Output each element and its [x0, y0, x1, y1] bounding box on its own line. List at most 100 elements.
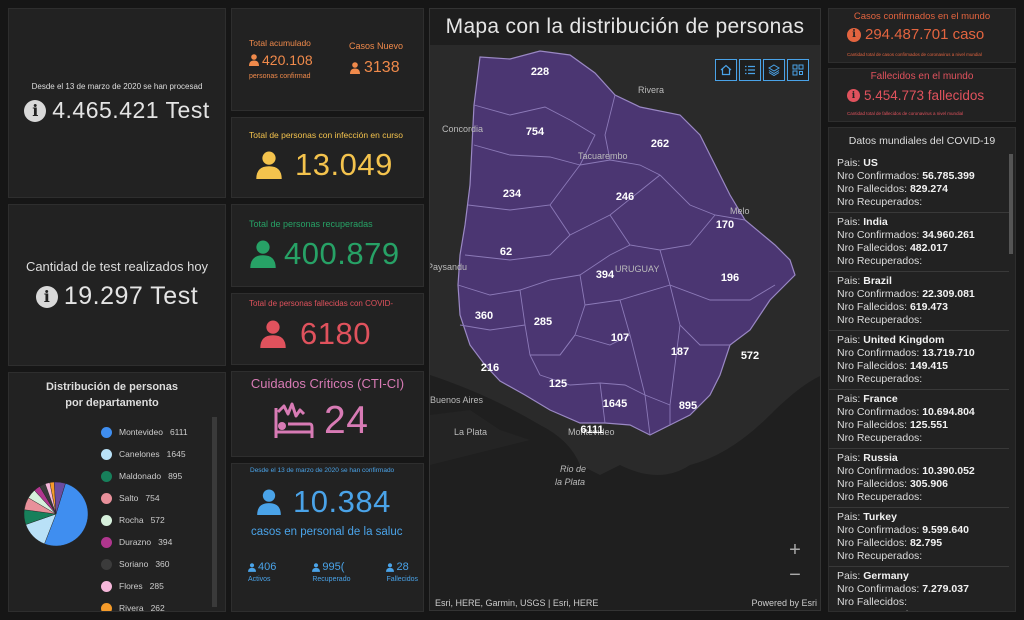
legend-scrollbar[interactable]	[212, 417, 217, 607]
place-label: Buenos Aires	[430, 395, 484, 405]
home-icon[interactable]	[715, 59, 737, 81]
powered-by-esri[interactable]: Powered by Esri	[751, 598, 817, 608]
zoom-out-button[interactable]: −	[789, 563, 801, 586]
place-label: Concordia	[442, 124, 483, 134]
confirmed-key: Nro Confirmados:	[837, 347, 920, 359]
department-count[interactable]: 216	[481, 362, 499, 374]
health-stat: 995(Recuperado	[312, 561, 350, 583]
confirmed-key: Nro Confirmados:	[837, 524, 920, 536]
recovered-value: 400.879	[284, 236, 400, 271]
department-count[interactable]: 234	[503, 188, 522, 200]
layers-icon[interactable]	[763, 59, 785, 81]
department-count[interactable]: 360	[475, 310, 493, 322]
legend-value: 394	[158, 537, 173, 547]
legend-item[interactable]: Canelones 1645	[101, 443, 201, 465]
place-label: Montevideo	[568, 427, 615, 437]
list-icon[interactable]	[739, 59, 761, 81]
uruguay-map[interactable]: Rivera Concordia Tacuarembo Melo Paysand…	[430, 45, 821, 611]
confirmed-key: Nro Confirmados:	[837, 583, 920, 595]
department-count[interactable]: 196	[721, 272, 739, 284]
legend-item[interactable]: Rocha 572	[101, 509, 201, 531]
legend-item[interactable]: Durazno 394	[101, 531, 201, 553]
department-count[interactable]: 246	[616, 191, 634, 203]
department-count[interactable]: 1645	[603, 398, 627, 410]
department-count[interactable]: 394	[596, 269, 615, 281]
cti-value: 24	[324, 399, 369, 442]
recovered-key: Nro Recuperados:	[837, 314, 923, 326]
new-cases-value: 3138	[364, 59, 400, 76]
department-count[interactable]: 107	[611, 332, 629, 344]
confirmed-value: 9.599.640	[922, 524, 969, 536]
person-icon	[248, 562, 256, 572]
deaths-value: 305.906	[909, 478, 948, 490]
country-row[interactable]: Pais: India Nro Confirmados: 34.960.261 …	[829, 213, 1009, 272]
zoom-in-button[interactable]: +	[789, 538, 801, 561]
department-count[interactable]: 262	[651, 138, 669, 150]
country-row[interactable]: Pais: Russia Nro Confirmados: 10.390.052…	[829, 449, 1009, 508]
department-count[interactable]: 285	[534, 316, 552, 328]
pie-slice[interactable]	[44, 483, 89, 547]
country-row[interactable]: Pais: France Nro Confirmados: 10.694.804…	[829, 390, 1009, 449]
health-stats: 406 Activos 995(Recuperado 28 Fallecidos	[248, 561, 418, 583]
legend-label: Salto	[119, 493, 139, 503]
legend-item[interactable]: Flores 285	[101, 575, 201, 597]
legend-label: Durazno	[119, 537, 152, 547]
legend-label: Flores	[119, 581, 143, 591]
country-row[interactable]: Pais: US Nro Confirmados: 56.785.399 Nro…	[829, 154, 1009, 213]
world-deaths-value: 5.454.773 fallecidos	[864, 88, 985, 103]
department-count[interactable]: 125	[549, 378, 567, 390]
legend-label: Maldonado	[119, 471, 162, 481]
department-count[interactable]: 754	[526, 126, 545, 138]
country-key: Pais:	[837, 275, 861, 287]
confirmed-key: Nro Confirmados:	[837, 170, 920, 182]
map-panel[interactable]: Mapa con la distribución de personas	[429, 8, 821, 611]
legend-item[interactable]: Montevideo 6111	[101, 421, 201, 443]
country-name: US	[863, 157, 878, 169]
deaths-key: Nro Fallecidos:	[837, 301, 908, 313]
legend-value: 572	[150, 515, 165, 525]
world-list-title: Datos mundiales del COVID-19	[848, 135, 996, 147]
cti-card: Cuidados Críticos (CTI-CI) 24	[231, 371, 424, 457]
person-icon	[312, 562, 321, 572]
legend-item[interactable]: Rivera 262	[101, 597, 201, 611]
department-count[interactable]: 6111	[580, 424, 603, 436]
country-row[interactable]: Pais: Turkey Nro Confirmados: 9.599.640 …	[829, 508, 1009, 567]
deceased-card: Total de personas fallecidas con COVID- …	[231, 293, 424, 365]
recovered-key: Nro Recuperados:	[837, 609, 922, 611]
person-icon	[256, 151, 282, 179]
department-count[interactable]: 895	[679, 400, 697, 412]
legend-swatch	[101, 558, 112, 570]
department-count[interactable]: 187	[671, 346, 689, 358]
place-label: Tacuarembo	[578, 151, 628, 161]
department-count[interactable]: 170	[716, 219, 734, 231]
department-count[interactable]: 228	[531, 66, 549, 78]
country-row[interactable]: Pais: United Kingdom Nro Confirmados: 13…	[829, 331, 1009, 390]
place-label: La Plata	[454, 427, 487, 437]
legend-item[interactable]: Salto 754	[101, 487, 201, 509]
recovered-card: Total de personas recuperadas 400.879	[231, 204, 424, 287]
department-count[interactable]: 572	[741, 350, 759, 362]
world-list-scrollbar[interactable]	[1009, 154, 1013, 254]
recovered-label: Total de personas recuperadas	[249, 219, 373, 229]
pie-slice[interactable]	[54, 481, 66, 515]
legend-swatch	[101, 536, 112, 548]
deaths-key: Nro Fallecidos:	[837, 478, 908, 490]
country-row[interactable]: Pais: Germany Nro Confirmados: 7.279.037…	[829, 567, 1009, 611]
country-row[interactable]: Pais: Brazil Nro Confirmados: 22.309.081…	[829, 272, 1009, 331]
legend-label: Rocha	[119, 515, 144, 525]
health-card: Desde el 13 de marzo de 2020 se han conf…	[231, 463, 424, 612]
new-cases-label: Casos Nuevo	[349, 41, 404, 51]
confirmed-key: Nro Confirmados:	[837, 229, 920, 241]
total-tests-caption: Desde el 13 de marzo de 2020 se han proc…	[31, 82, 203, 91]
deaths-value: 829.274	[909, 183, 948, 195]
country-key: Pais:	[837, 452, 861, 464]
legend-item[interactable]: Maldonado 895	[101, 465, 201, 487]
legend-item[interactable]: Soriano 360	[101, 553, 201, 575]
qr-icon[interactable]	[787, 59, 809, 81]
country-key: Pais:	[837, 570, 861, 582]
department-count[interactable]: 62	[500, 246, 512, 258]
person-icon	[249, 54, 259, 66]
accumulated-card: Total acumulado 420.108 personas confirm…	[231, 8, 424, 111]
info-icon: i	[24, 99, 47, 122]
health-sublabel: casos en personal de la saluc	[251, 526, 403, 538]
